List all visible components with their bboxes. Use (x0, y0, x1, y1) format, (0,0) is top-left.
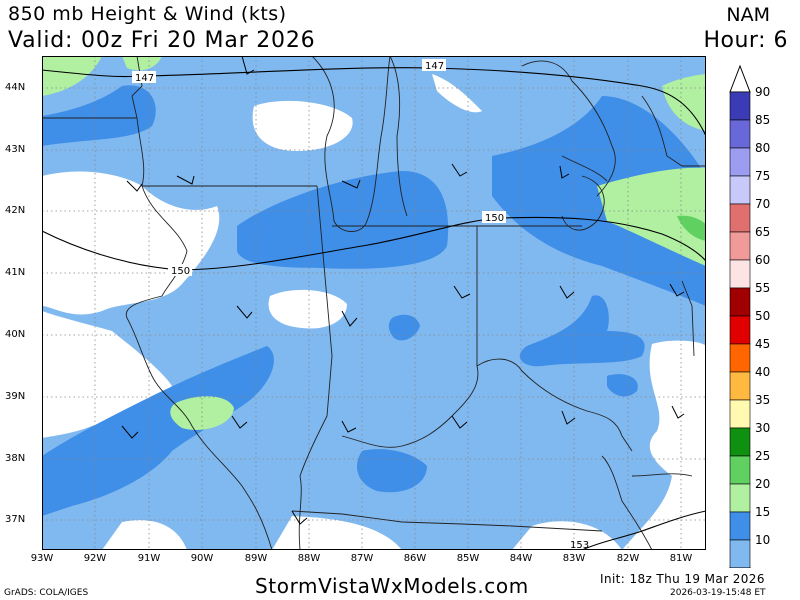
lon-label: 93W (30, 553, 54, 564)
lon-label: 85W (456, 553, 480, 564)
valid-time: Valid: 00z Fri 20 Mar 2026 (8, 28, 316, 53)
map-panel: 147 147 150 150 153 (42, 56, 706, 550)
color-bar-cell (729, 203, 751, 233)
color-bar-cell (729, 175, 751, 205)
lon-label: 89W (244, 553, 268, 564)
lon-label: 83W (562, 553, 586, 564)
state-borders (42, 56, 706, 550)
lat-label: 40N (5, 329, 26, 340)
map-frame (42, 56, 706, 550)
contour-label-150-west: 150 (171, 266, 190, 277)
color-bar-label: 85 (755, 113, 771, 127)
color-bar-label: 90 (755, 85, 771, 99)
color-bar-label: 30 (755, 421, 771, 435)
wind-15-20-areas (42, 85, 706, 516)
map-title: 850 mb Height & Wind (kts) (8, 3, 287, 25)
color-bar-cell (729, 371, 751, 401)
lat-label: 37N (5, 514, 26, 525)
color-bar-cell (729, 511, 751, 541)
forecast-hour: Hour: 6 (703, 28, 788, 53)
color-bar-label: 80 (755, 141, 771, 155)
lon-label: 91W (137, 553, 161, 564)
color-bar-label: 65 (755, 225, 771, 239)
lon-label: 82W (616, 553, 640, 564)
color-bar-label: 45 (755, 337, 771, 351)
grads-credit: GrADS: COLA/IGES (4, 588, 89, 598)
calm-wind-areas (42, 74, 706, 550)
generated-timestamp: 2026-03-19-15:48 ET (670, 588, 766, 598)
lon-label: 81W (669, 553, 693, 564)
color-bar-cell (729, 119, 751, 149)
wind-barbs (121, 56, 685, 525)
lat-label: 39N (5, 391, 26, 402)
color-bar-label: 15 (755, 505, 771, 519)
site-name: StormVistaWxModels.com (255, 574, 529, 598)
wind-25-30-areas (677, 215, 706, 241)
color-bar-label: 35 (755, 393, 771, 407)
color-bar-cell (729, 315, 751, 345)
color-bar-label: 40 (755, 365, 771, 379)
color-bar-label: 70 (755, 197, 771, 211)
color-bar-cell (729, 147, 751, 177)
lat-label: 44N (5, 82, 26, 93)
contour-label-150-east: 150 (485, 213, 504, 224)
lon-label: 84W (509, 553, 533, 564)
init-time: Init: 18z Thu 19 Mar 2026 (600, 572, 765, 586)
color-bar-cells (729, 64, 751, 568)
color-bar-label: 20 (755, 477, 771, 491)
color-bar (729, 64, 751, 568)
lon-label: 90W (190, 553, 214, 564)
height-contours (42, 67, 706, 550)
color-bar-cell (729, 287, 751, 317)
contour-labels: 147 147 150 150 153 (132, 59, 589, 550)
lat-label: 43N (5, 144, 26, 155)
lon-label: 88W (297, 553, 321, 564)
lat-lon-grid (42, 56, 706, 550)
color-bar-cell (729, 343, 751, 373)
contour-label-147-east: 147 (425, 61, 444, 72)
color-bar-label: 10 (755, 533, 771, 547)
color-bar-cell (729, 427, 751, 457)
color-bar-label: 75 (755, 169, 771, 183)
color-bar-label: 55 (755, 281, 771, 295)
color-bar-cell (729, 455, 751, 485)
model-name: NAM (726, 4, 770, 26)
contour-label-153: 153 (570, 540, 589, 550)
color-bar-cell (729, 91, 751, 121)
color-bar-cell (729, 539, 751, 568)
color-bar-top-arrow (729, 64, 751, 93)
lat-label: 38N (5, 453, 26, 464)
lat-label: 42N (5, 205, 26, 216)
color-bar-cell (729, 399, 751, 429)
lon-label: 87W (350, 553, 374, 564)
contour-label-147-west: 147 (135, 73, 154, 84)
color-bar-label: 50 (755, 309, 771, 323)
lat-label: 41N (5, 267, 26, 278)
color-bar-label: 25 (755, 449, 771, 463)
color-bar-label: 60 (755, 253, 771, 267)
lon-label: 86W (403, 553, 427, 564)
lon-label: 92W (83, 553, 107, 564)
color-bar-cell (729, 259, 751, 289)
color-bar-cell (729, 483, 751, 513)
color-bar-cell (729, 231, 751, 261)
